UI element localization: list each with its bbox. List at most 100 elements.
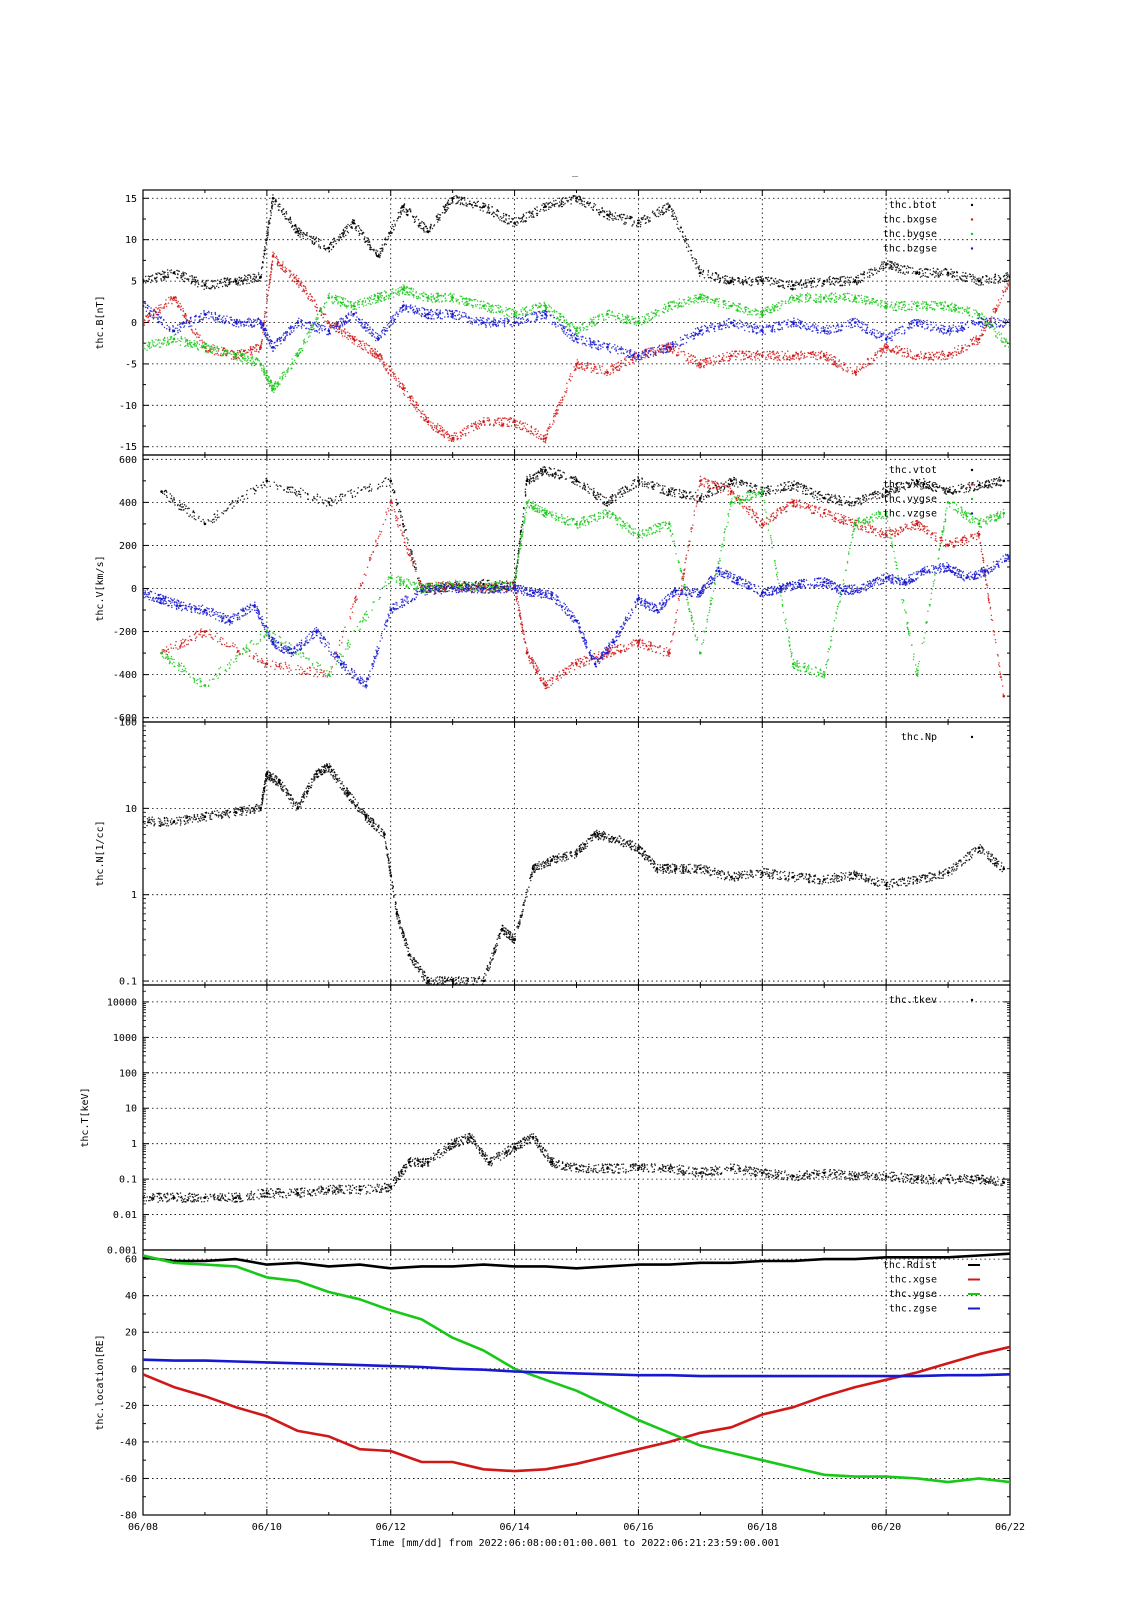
data-point-fill [212,344,214,346]
data-point-fill [806,355,808,358]
data-point-fill [683,298,686,301]
data-point-fill [728,300,730,303]
data-point-fill [934,353,936,355]
data-point-fill [156,343,159,345]
data-point-fill [473,204,476,207]
data-point-fill [722,276,724,279]
data-point-fill [815,355,817,357]
data-point-fill [811,280,813,283]
data-point-fill [332,241,335,243]
data-point-fill [811,353,813,355]
data-point-fill [492,305,494,308]
data-point-fill [673,347,675,349]
data-point-fill [388,369,391,371]
data-point-fill [496,419,499,421]
data-point-fill [458,199,460,202]
data-point-fill [920,267,922,270]
data-point-fill [466,304,469,306]
data-point-fill [654,214,656,216]
data-point-fill [227,352,229,354]
data-point-fill [402,284,404,286]
data-point-fill [375,352,378,354]
data-point-fill [725,307,728,310]
data-point-fill [598,213,600,216]
data-point-fill [385,369,387,372]
data-point-fill [894,261,896,264]
data-point-fill [441,429,444,431]
data-point-fill [373,352,376,355]
data-point-fill [582,326,585,329]
data-point-fill [609,373,611,376]
data-point-fill [518,313,520,316]
data-point-fill [263,250,265,252]
data-point-fill [270,274,272,276]
data-point-fill [483,416,485,419]
data-point-fill [168,343,171,345]
data-point-fill [239,351,241,354]
data-point-fill [876,352,879,354]
data-point-fill [876,356,878,359]
data-point-fill [383,290,386,292]
data-point-fill [203,282,205,284]
data-point-fill [325,247,327,250]
data-point-fill [840,365,842,368]
data-point-fill [797,283,800,286]
data-point-fill [721,356,724,359]
data-point-fill [251,355,254,358]
data-point-fill [667,343,670,346]
data-point-fill [211,279,213,282]
data-point-fill [654,309,657,312]
data-point-fill [957,351,960,353]
data-point-fill [681,302,683,304]
data-point-fill [499,215,502,218]
data-point-fill [159,309,161,312]
data-point-fill [722,306,725,309]
data-point-fill [529,312,531,315]
data-point-fill [742,281,745,284]
data-point-fill [878,350,881,352]
data-point-fill [778,278,781,281]
data-point-fill [1003,274,1005,277]
data-point-fill [838,281,840,283]
data-point-fill [635,360,637,362]
data-point-fill [966,280,968,282]
data-point [946,271,950,275]
data-point-fill [1005,278,1007,281]
data-point-fill [216,352,219,355]
data-point-fill [257,273,260,276]
data-point-fill [494,421,496,423]
data-point-fill [214,346,216,349]
data-point-fill [750,357,752,360]
data-point-fill [315,240,318,243]
data-point-fill [298,284,300,286]
data-point-fill [611,214,614,217]
data-point-fill [705,361,708,363]
data-point-fill [997,305,999,308]
data-point-fill [1000,297,1003,300]
data-point-fill [891,349,894,352]
data-point-fill [205,347,207,350]
data-point-fill [360,347,363,350]
data-point-fill [444,203,447,206]
data-point-fill [813,277,816,280]
data-point-fill [438,294,441,297]
data-point-fill [658,206,660,209]
data-point-fill [668,305,670,307]
data-point-fill [684,241,686,243]
data-point-fill [340,330,343,333]
data-point-fill [613,217,615,220]
data-point-fill [757,283,759,286]
data-point-fill [427,419,430,422]
data-point-fill [315,320,318,323]
data-point-fill [277,260,280,262]
data-point-fill [462,203,464,206]
data-point-fill [754,278,757,280]
data-point-fill [299,347,301,350]
data-point-fill [157,272,159,274]
data-point-fill [848,280,851,282]
data-point-fill [1004,290,1007,293]
data-point-fill [819,352,822,355]
data-point-fill [718,354,720,357]
data-point-fill [250,351,253,353]
data-point-fill [422,299,424,302]
